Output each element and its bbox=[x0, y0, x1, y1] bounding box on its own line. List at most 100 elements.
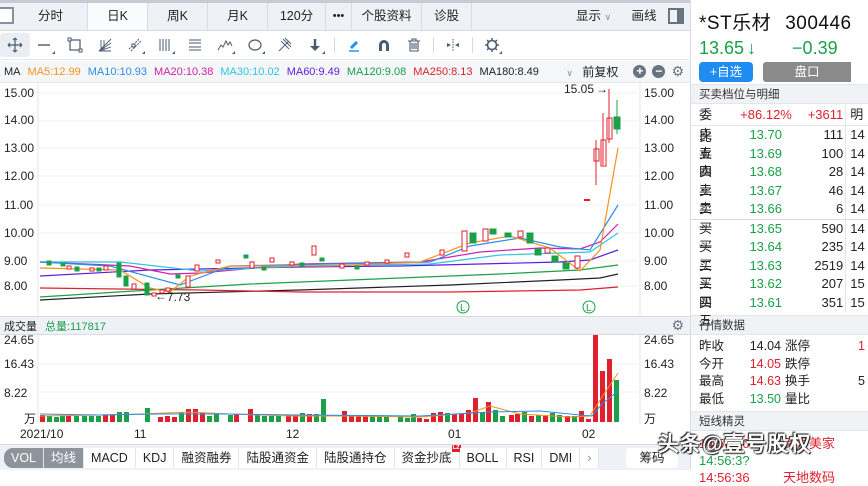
ma120-value: MA120:9.08 bbox=[346, 65, 407, 78]
svg-text:12.00: 12.00 bbox=[644, 169, 674, 183]
tab-monthly-k[interactable]: 月K bbox=[208, 3, 268, 30]
bid-row: 买四 13.62 207 15 bbox=[691, 275, 868, 310]
zoom-in-icon[interactable]: + bbox=[633, 65, 647, 78]
chevron-right-icon[interactable]: › bbox=[580, 447, 600, 468]
tab-northbound-flow[interactable]: 陆股通资金 bbox=[239, 447, 317, 468]
tab-kdj[interactable]: KDJ bbox=[135, 447, 175, 468]
tab-daily-k[interactable]: 日K bbox=[88, 3, 148, 30]
ma30-value: MA30:10.02 bbox=[220, 65, 280, 78]
volume-settings-icon[interactable]: ⚙ bbox=[671, 317, 684, 333]
svg-text:8.22: 8.22 bbox=[4, 386, 28, 400]
svg-text:8.22: 8.22 bbox=[644, 386, 668, 400]
ma60-value: MA60:9.49 bbox=[286, 65, 340, 78]
ask-row: 卖三 13.68 28 14 bbox=[691, 163, 868, 198]
gann-icon[interactable] bbox=[180, 33, 210, 57]
tab-ma[interactable]: 均线 bbox=[44, 447, 85, 468]
horizontal-line-icon[interactable] bbox=[30, 33, 60, 57]
tab-northbound-holding[interactable]: 陆股通持仓 bbox=[317, 447, 395, 468]
settings-icon[interactable] bbox=[477, 33, 507, 57]
x-tick-nov: 11 bbox=[134, 427, 147, 441]
divider bbox=[691, 218, 868, 220]
ask-row: 卖四 13.69 100 14 bbox=[691, 144, 868, 179]
move-icon[interactable] bbox=[0, 33, 30, 57]
price-change: −0.39 bbox=[792, 38, 838, 58]
tab-weekly-k[interactable]: 周K bbox=[148, 3, 208, 30]
vertical-lines-icon[interactable] bbox=[150, 33, 180, 57]
svg-text:8.00: 8.00 bbox=[644, 279, 668, 293]
magnet-icon[interactable] bbox=[369, 33, 399, 57]
svg-text:24.65: 24.65 bbox=[644, 335, 674, 347]
ma-label: MA bbox=[4, 65, 21, 78]
svg-text:L: L bbox=[586, 303, 592, 314]
l2-badge: L2 bbox=[451, 444, 461, 452]
period-tabs: 分时 日K 周K 月K 120分 ••• 个股资料 诊股 显示 ∨ 画线 bbox=[0, 0, 690, 31]
tab-rsi[interactable]: RSI bbox=[506, 447, 543, 468]
svg-text:24.65: 24.65 bbox=[4, 335, 34, 347]
trash-icon[interactable] bbox=[399, 33, 429, 57]
svg-text:15.00: 15.00 bbox=[644, 86, 674, 100]
x-tick-dec: 12 bbox=[286, 427, 300, 441]
chips-button[interactable]: 筹码 bbox=[626, 448, 678, 468]
adjust-dropdown[interactable]: ∨ 前复权 bbox=[566, 65, 619, 79]
drawing-toolbar bbox=[0, 31, 690, 60]
sidebar-toggle[interactable] bbox=[0, 7, 14, 24]
rectangle-icon[interactable] bbox=[60, 33, 90, 57]
tab-vol[interactable]: VOL bbox=[4, 447, 45, 468]
tab-macd[interactable]: MACD bbox=[84, 447, 136, 468]
svg-text:16.43: 16.43 bbox=[4, 357, 34, 371]
tab-boll[interactable]: BOLL bbox=[459, 447, 507, 468]
svg-text:12.00: 12.00 bbox=[4, 169, 34, 183]
arrow-down-icon[interactable] bbox=[300, 33, 330, 57]
svg-text:→: → bbox=[596, 83, 608, 96]
svg-text:9.00: 9.00 bbox=[4, 254, 28, 268]
ma10-value: MA10:10.93 bbox=[87, 65, 148, 78]
add-watchlist-button[interactable]: +自选 bbox=[699, 62, 753, 82]
stock-name: *ST乐材 bbox=[699, 13, 772, 34]
wave-icon[interactable] bbox=[210, 33, 240, 57]
eraser-icon[interactable] bbox=[339, 33, 369, 57]
tab-stock-info[interactable]: 个股资料 bbox=[352, 3, 422, 30]
tab-bottom-fishing[interactable]: 资金抄底 L2 bbox=[394, 444, 461, 468]
spirit-row[interactable]: 14:56:30 真爱美家 bbox=[699, 436, 836, 451]
fan-icon[interactable] bbox=[90, 33, 120, 57]
stock-header: *ST乐材 300446 13.65 ↓ −0.39 bbox=[691, 3, 868, 61]
tab-more[interactable]: ••• bbox=[326, 3, 352, 30]
panel-toggle-icon[interactable] bbox=[668, 8, 684, 24]
svg-text:8.00: 8.00 bbox=[4, 279, 28, 293]
bid-ask-ratio: 委比 +86.12% +3611 明 bbox=[691, 104, 868, 144]
display-dropdown[interactable]: 显示 ∨ bbox=[576, 9, 612, 23]
spirit-row[interactable]: 14:56:36 天地数码 bbox=[699, 470, 836, 485]
ellipse-icon[interactable] bbox=[240, 33, 270, 57]
svg-text:L: L bbox=[460, 303, 466, 314]
tab-dmi[interactable]: DMI bbox=[542, 447, 581, 468]
svg-text:11.00: 11.00 bbox=[644, 198, 673, 212]
order-panel-button[interactable]: 盘口 bbox=[763, 62, 851, 82]
tab-diagnose[interactable]: 诊股 bbox=[422, 3, 472, 30]
parallel-channel-icon[interactable] bbox=[120, 33, 150, 57]
candlestick-chart[interactable]: 15.00 14.00 13.00 12.00 11.00 10.00 9.00 8.00 1… bbox=[0, 83, 690, 316]
zoom-out-icon[interactable]: − bbox=[652, 65, 666, 78]
candles bbox=[46, 89, 621, 297]
tab-intraday[interactable]: 分时 bbox=[14, 3, 88, 30]
volume-total: 总量:117817 bbox=[45, 320, 106, 333]
bid-row: 买三 13.63 2519 14 bbox=[691, 256, 868, 291]
ma5-value: MA5:12.99 bbox=[27, 65, 81, 78]
spirit-row[interactable]: 14:56:3? bbox=[699, 453, 750, 468]
tab-margin[interactable]: 融资融券 bbox=[174, 447, 240, 468]
order-book-title: 买卖档位与明细 bbox=[691, 84, 868, 104]
ask-row: 卖五 13.70 111 14 bbox=[691, 126, 868, 161]
split-icon[interactable] bbox=[438, 33, 468, 57]
ma180-value: MA180:8.49 bbox=[479, 65, 539, 78]
pitchfork-icon[interactable] bbox=[270, 33, 300, 57]
indicator-tabs: VOL 均线 MACD KDJ 融资融券 陆股通资金 陆股通持仓 资金抄底 L2 … bbox=[0, 444, 690, 470]
chart-settings-icon[interactable]: ⚙ bbox=[671, 63, 684, 79]
draw-line-button[interactable]: 画线 bbox=[631, 9, 657, 23]
arrow-down-icon: ↓ bbox=[747, 38, 757, 58]
tab-120min[interactable]: 120分 bbox=[268, 3, 326, 30]
last-price: 13.65 bbox=[699, 38, 745, 58]
event-marker-icon[interactable]: L bbox=[456, 300, 470, 314]
event-marker-icon[interactable]: L bbox=[582, 300, 596, 314]
svg-text:万: 万 bbox=[24, 412, 36, 426]
